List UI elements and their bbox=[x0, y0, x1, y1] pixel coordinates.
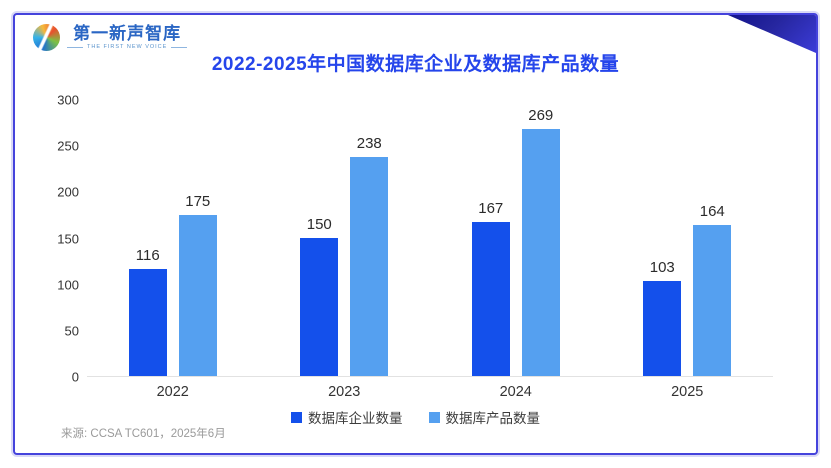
source-note: 来源: CCSA TC601，2025年6月 bbox=[61, 428, 226, 440]
brand-tagline-text: THE FIRST NEW VOICE bbox=[87, 44, 168, 51]
chart-title: 2022-2025年中国数据库企业及数据库产品数量 bbox=[211, 54, 620, 75]
legend-swatch-icon bbox=[291, 411, 302, 423]
bar-value-label: 150 bbox=[306, 216, 332, 233]
y-tick-label: 50 bbox=[64, 323, 79, 339]
brand-logo-text: 第一新声智库 THE FIRST NEW VOICE bbox=[67, 23, 188, 51]
y-tick-label: 300 bbox=[57, 92, 79, 108]
bar-wrap: 175 bbox=[178, 100, 217, 376]
bar-groups: 116 175 2022 150 238 2023 167 269 2024 103 164 2025 bbox=[87, 100, 774, 400]
bar-wrap: 116 bbox=[128, 100, 167, 376]
bar-value-label: 269 bbox=[528, 106, 554, 124]
legend-item: 数据库产品数量 bbox=[428, 407, 541, 427]
bar-value-label: 175 bbox=[185, 193, 211, 210]
x-category-label: 2025 bbox=[671, 384, 704, 400]
bar-value-label: 167 bbox=[478, 200, 504, 218]
corner-triangle-decoration bbox=[728, 15, 816, 53]
y-tick-label: 150 bbox=[57, 231, 79, 246]
y-tick-label: 0 bbox=[71, 369, 79, 385]
bar-group: 167 269 2024 bbox=[430, 100, 602, 400]
x-category-label: 2024 bbox=[499, 384, 532, 400]
bar-wrap: 269 bbox=[521, 100, 560, 376]
legend-swatch-icon bbox=[428, 411, 440, 423]
bar-value-label: 164 bbox=[699, 203, 725, 221]
y-tick-label: 250 bbox=[57, 138, 79, 154]
bar-wrap: 164 bbox=[693, 100, 732, 376]
legend-item: 数据库企业数量 bbox=[291, 407, 403, 427]
tagline-dash-left bbox=[67, 46, 83, 48]
bar-wrap: 238 bbox=[350, 100, 389, 376]
bar-wrap: 103 bbox=[643, 100, 682, 376]
y-tick-label: 100 bbox=[57, 277, 79, 293]
bar-group: 103 164 2025 bbox=[602, 100, 774, 400]
bar-group: 116 175 2022 bbox=[87, 100, 259, 400]
bar bbox=[300, 238, 339, 376]
brand-tagline: THE FIRST NEW VOICE bbox=[67, 44, 188, 51]
bar bbox=[350, 157, 389, 376]
brand-logo: 第一新声智库 THE FIRST NEW VOICE bbox=[33, 23, 188, 51]
chart-legend: 数据库企业数量 数据库产品数量 bbox=[15, 407, 816, 427]
bar bbox=[128, 269, 167, 376]
chart-card: 第一新声智库 THE FIRST NEW VOICE 2022-2025年中国数… bbox=[13, 13, 818, 455]
x-category-label: 2022 bbox=[156, 384, 189, 400]
bar bbox=[471, 222, 510, 376]
legend-label: 数据库产品数量 bbox=[445, 411, 541, 426]
bar bbox=[521, 128, 560, 376]
bar-wrap: 150 bbox=[300, 100, 339, 376]
bar-value-label: 103 bbox=[649, 259, 675, 277]
legend-label: 数据库企业数量 bbox=[308, 411, 403, 426]
bar-value-label: 238 bbox=[356, 135, 382, 153]
plot-area: 116 175 2022 150 238 2023 167 269 2024 103 164 2025 bbox=[87, 100, 774, 400]
bar bbox=[693, 225, 732, 376]
globe-swirl-logo-icon bbox=[33, 24, 60, 51]
bar-value-label: 116 bbox=[135, 247, 160, 265]
tagline-dash-right bbox=[171, 46, 188, 48]
bar-group: 150 238 2023 bbox=[259, 100, 431, 400]
y-axis: 0 50 100 150 200 250 300 bbox=[41, 94, 79, 384]
bar-wrap: 167 bbox=[471, 100, 510, 376]
y-tick-label: 200 bbox=[57, 184, 79, 200]
bar bbox=[643, 281, 682, 376]
brand-name: 第一新声智库 bbox=[73, 23, 182, 43]
bar bbox=[178, 215, 217, 376]
x-category-label: 2023 bbox=[328, 384, 361, 400]
